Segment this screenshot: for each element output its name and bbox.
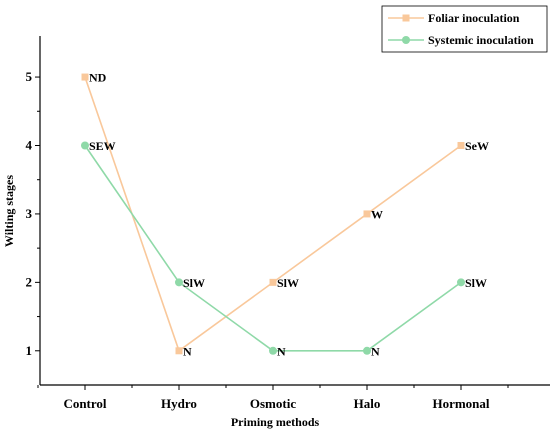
data-point-circle [269,346,277,355]
data-point-circle [81,141,89,150]
x-axis-ticks: Control Hydro Osmotic Halo Hormonal [37,385,509,411]
y-axis-ticks: 1 2 3 4 5 [26,69,40,358]
y-tick-label: 3 [26,206,33,221]
legend-label-systemic: Systemic inoculation [428,33,534,47]
legend-label-foliar: Foliar inoculation [428,11,520,25]
data-point-label: SeW [465,139,489,153]
legend-item-foliar: Foliar inoculation [388,11,520,25]
data-point-square [81,73,89,81]
data-point-circle [363,346,371,355]
x-tick-label: Hormonal [432,396,489,411]
data-point-label: SlW [183,276,205,290]
data-point-circle [457,278,465,287]
data-point-square [269,278,277,286]
legend-circle-marker-icon [402,36,410,44]
data-point-label: SlW [465,276,487,290]
x-tick-label: Hydro [161,396,197,411]
x-tick-label: Halo [354,396,381,411]
data-point-square [175,347,183,355]
series-foliar: ND N SlW W SeW [81,71,489,358]
legend-box [381,5,548,53]
data-point-label: SEW [89,139,116,153]
x-axis-title: Priming methods [231,415,320,429]
data-point-label: N [183,344,192,358]
series-systemic: SEW SlW N N SlW [81,139,487,358]
series-line [84,76,462,353]
y-tick-label: 2 [26,274,33,289]
series-layer: ND N SlW W SeW SEW SlW N N SlW [81,71,489,358]
y-axis-title: Wilting stages [2,175,16,247]
plot-area: 1 2 3 4 5 Control Hydro Osmotic Halo Hormonal ND… [26,36,550,411]
legend-square-marker-icon [402,14,410,22]
data-point-label: W [371,207,383,221]
data-point-label: N [371,344,380,358]
data-point-square [363,210,371,218]
legend-item-systemic: Systemic inoculation [388,33,534,47]
x-tick-label: Osmotic [250,396,296,411]
x-tick-label: Control [63,396,106,411]
data-point-label: ND [89,71,107,85]
series-line [84,145,462,352]
y-tick-label: 4 [26,137,33,152]
y-tick-label: 1 [26,343,33,358]
y-tick-label: 5 [26,69,33,84]
data-point-square [457,141,465,149]
data-point-label: SlW [277,276,299,290]
data-point-circle [175,278,183,287]
data-point-label: N [277,344,286,358]
legend: Foliar inoculation Systemic inoculation [381,5,548,53]
